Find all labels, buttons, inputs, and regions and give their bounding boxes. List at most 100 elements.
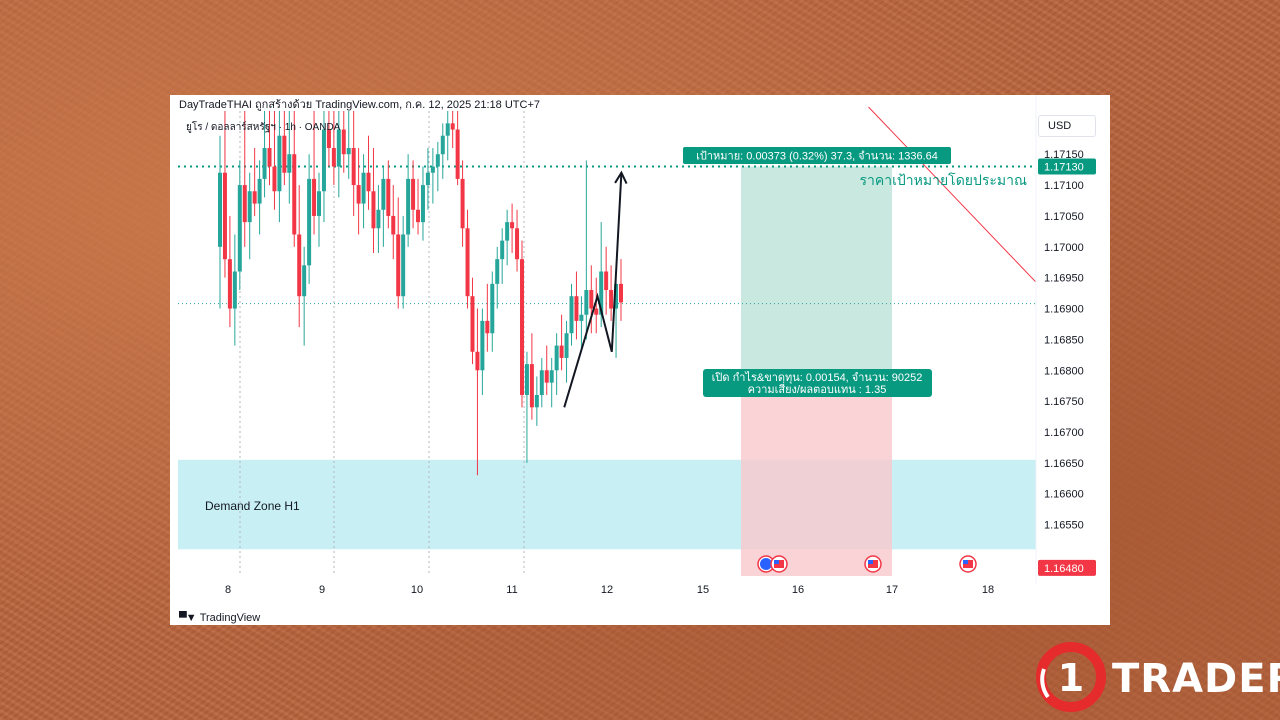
candle-body-24 <box>336 129 341 167</box>
tradingview-logo-text: TradingView <box>199 612 261 624</box>
candle-body-12 <box>277 135 282 192</box>
y-tick-9: 1.16700 <box>1044 427 1084 439</box>
candle-body-59 <box>510 222 515 229</box>
candle-body-75 <box>589 290 594 309</box>
candle-body-23 <box>331 148 336 167</box>
candle-body-4 <box>237 185 242 272</box>
y-tick-6: 1.16850 <box>1044 334 1084 346</box>
candle-body-42 <box>425 172 430 186</box>
candle-body-34 <box>386 178 391 216</box>
candle-body-38 <box>406 178 411 235</box>
candle-body-54 <box>485 320 490 334</box>
one-ring-icon: 1 <box>1036 642 1106 712</box>
candle-body-49 <box>460 178 465 229</box>
candle-body-58 <box>505 222 510 241</box>
us-flag-icon-canton-1 <box>774 560 779 564</box>
candle-body-3 <box>232 271 237 309</box>
target-price-caption: ราคาเป้าหมายโดยประมาณ <box>860 172 1027 188</box>
candle-body-65 <box>539 370 544 395</box>
tradingview-mark-icon: ▀▼ <box>179 612 197 624</box>
x-tick-5: 15 <box>697 584 709 596</box>
candle-body-72 <box>574 296 579 321</box>
trader-brand-logo: 1 TRADER <box>1034 642 1280 712</box>
y-tick-4: 1.16950 <box>1044 273 1084 285</box>
candle-body-43 <box>430 166 435 173</box>
x-tick-6: 16 <box>792 584 804 596</box>
candle-body-48 <box>455 129 460 179</box>
candle-body-27 <box>351 148 356 186</box>
projection-arrowhead <box>614 170 628 184</box>
candle-body-53 <box>480 320 485 371</box>
candle-body-55 <box>490 283 495 334</box>
candle-body-33 <box>381 178 386 210</box>
candle-body-51 <box>470 296 475 352</box>
candle-body-68 <box>554 345 559 371</box>
candle-body-69 <box>559 345 564 358</box>
candle-body-35 <box>391 215 396 235</box>
candle-body-45 <box>440 135 445 155</box>
y-tick-2: 1.17050 <box>1044 211 1084 223</box>
candle-body-10 <box>267 148 272 167</box>
y-tick-10: 1.16650 <box>1044 458 1084 470</box>
candle-body-47 <box>450 123 455 130</box>
x-tick-0: 8 <box>225 584 231 596</box>
y-tick-11: 1.16600 <box>1044 489 1084 501</box>
candle-body-60 <box>515 228 520 260</box>
symbol-title[interactable]: ยูโร / ดอลลาร์สหรัฐฯ · 1h · OANDA <box>186 122 341 133</box>
stop-zone <box>741 394 892 576</box>
y-tick-3: 1.17000 <box>1044 242 1084 254</box>
candle-body-81 <box>619 283 623 303</box>
candle-body-56 <box>495 259 500 284</box>
candle-body-61 <box>519 259 524 395</box>
candle-body-79 <box>609 290 614 309</box>
candle-body-37 <box>401 234 406 297</box>
y-tick-8: 1.16750 <box>1044 396 1084 408</box>
candle-body-11 <box>272 166 277 192</box>
currency-button[interactable]: USD <box>1038 115 1096 137</box>
candle-body-29 <box>361 172 366 204</box>
price-badge-text-1: 1.16480 <box>1044 563 1084 575</box>
us-flag-icon-canton-3 <box>963 560 968 564</box>
demand-zone <box>178 459 1036 550</box>
candle-body-20 <box>317 191 322 216</box>
tradingview-logo[interactable]: ▀▼ TradingView <box>179 612 260 624</box>
y-tick-7: 1.16800 <box>1044 365 1084 377</box>
y-tick-12: 1.16550 <box>1044 520 1084 532</box>
candle-body-73 <box>579 314 584 321</box>
candle-body-44 <box>435 154 440 167</box>
x-tick-2: 10 <box>411 584 423 596</box>
logo-digit: 1 <box>1058 656 1084 700</box>
candle-body-50 <box>465 228 470 297</box>
x-tick-3: 11 <box>506 584 517 596</box>
candle-body-31 <box>371 191 376 229</box>
candle-body-17 <box>302 265 307 297</box>
logo-text: TRADER <box>1112 656 1280 702</box>
price-badge-0 <box>1038 158 1096 175</box>
candle-body-76 <box>594 308 599 315</box>
demand-zone-label: Demand Zone H1 <box>205 499 300 513</box>
candle-body-63 <box>529 364 534 408</box>
candle-body-66 <box>544 370 549 383</box>
x-tick-8: 18 <box>982 584 994 596</box>
candle-body-6 <box>247 191 252 223</box>
target-zone <box>741 166 892 395</box>
candle-body-41 <box>420 185 425 223</box>
candlestick-chart[interactable]: Demand Zone H1 เป้าหมาย: 0.00373 (0.32%) … <box>170 95 1110 625</box>
candle-body-40 <box>416 209 421 223</box>
candle-body-71 <box>569 296 574 334</box>
candle-body-25 <box>341 129 346 155</box>
candle-body-21 <box>321 129 326 192</box>
candle-body-1 <box>222 172 227 260</box>
candle-body-15 <box>292 154 297 235</box>
candle-body-36 <box>396 234 401 297</box>
candle-body-52 <box>475 351 480 371</box>
entry-label-line2: ความเสี่ยง/ผลตอบแทน : 1.35 <box>748 381 887 396</box>
candle-body-22 <box>326 129 331 149</box>
candle-body-26 <box>346 148 351 155</box>
entry-label-box <box>703 369 932 397</box>
trend-line <box>868 106 1036 283</box>
entry-label-line1: เปิด กำไร&ขาดทุน: 0.00154, จำนวน: 90252 <box>712 371 923 384</box>
candle-body-19 <box>312 178 317 216</box>
y-tick-5: 1.16900 <box>1044 304 1084 316</box>
price-badge-1 <box>1038 559 1096 576</box>
